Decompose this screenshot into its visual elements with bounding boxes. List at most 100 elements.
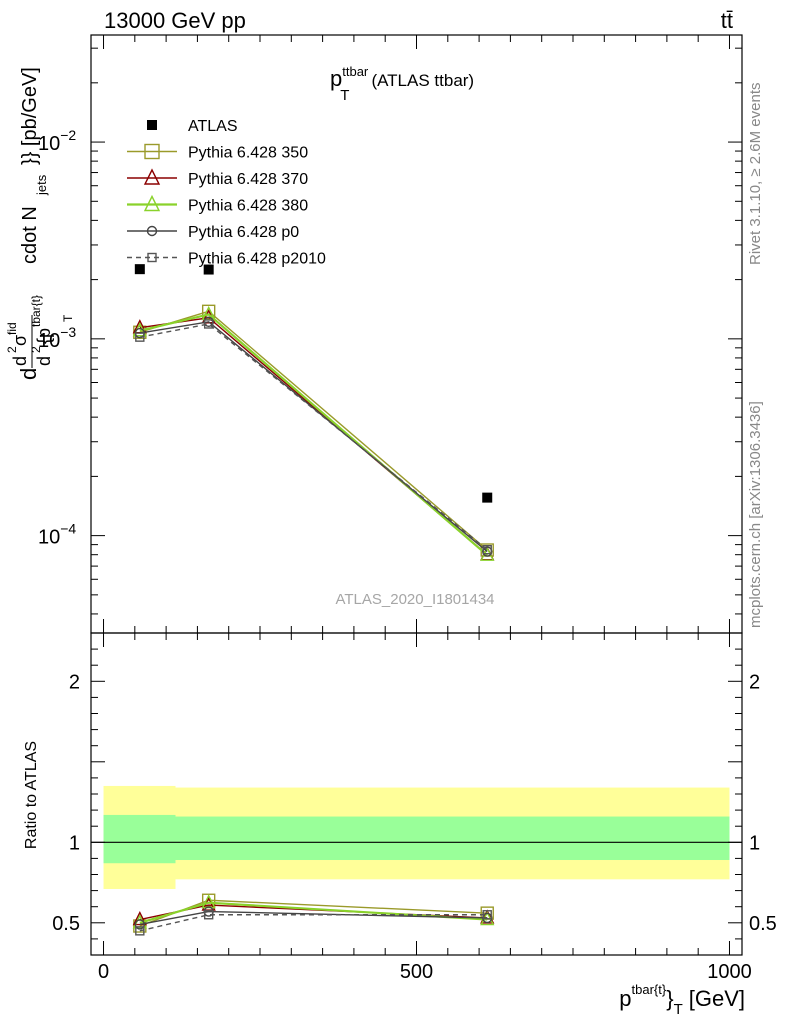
mcplots-label: mcplots.cern.ch [arXiv:1306.3436]: [747, 401, 764, 628]
legend-label: Pythia 6.428 p2010: [188, 251, 326, 268]
rivet-label: Rivet 3.1.10, ≥ 2.6M events: [747, 83, 764, 266]
ylabel-num: d: [10, 356, 30, 366]
ratio-series-4: [135, 910, 492, 936]
analysis-watermark: ATLAS_2020_I1801434: [335, 591, 494, 608]
ylabel-sigma: σ: [10, 335, 30, 346]
data-point: [132, 914, 147, 929]
ratio-bands: [103, 785, 730, 889]
legend-entry-5: Pythia 6.428 p2010: [127, 251, 326, 268]
main-panel: pttbar T (ATLAS ttbar) d d 2 σ fid d 2 {p …: [5, 34, 743, 634]
main-title: pttbar T (ATLAS ttbar): [330, 64, 474, 104]
series-line: [139, 910, 488, 926]
ratio-y-tick-label-right: 0.5: [749, 913, 777, 935]
data-point: [146, 225, 158, 237]
xlabel-p: p: [619, 986, 631, 1011]
process-label: tt̄: [721, 8, 733, 33]
title-p: p: [330, 66, 342, 91]
series-line: [139, 901, 488, 924]
xlabel-unit: [GeV]: [689, 986, 745, 1011]
legend-entry-0: ATLAS: [147, 118, 238, 135]
title-sub: T: [340, 87, 349, 104]
x-tick-labels: 0 500 1000: [98, 961, 752, 983]
legend-label: ATLAS: [188, 118, 238, 135]
series-line: [139, 899, 488, 927]
ylabel-brace-p: {p: [34, 328, 54, 344]
ratio-panel: 0.5 0.5 1 1 2 2 0 500 1000 Ratio to ATLAS ptbar…: [23, 632, 777, 1018]
ratio-y-tick-labels: 0.5 0.5 1 1 2 2: [52, 671, 777, 935]
legend-entry-1: Pythia 6.428 350: [127, 143, 308, 162]
data-point: [132, 911, 147, 926]
xlabel-sub: T: [674, 1001, 683, 1018]
xlabel-brace: }: [666, 986, 673, 1011]
legend-label: Pythia 6.428 350: [188, 145, 308, 162]
series-line: [139, 914, 488, 932]
main-y-tick-label: 10−3: [38, 324, 76, 352]
ylabel-rest2: }} [pb/GeV]: [19, 67, 41, 165]
series-line: [139, 313, 488, 557]
ratio-series-2: [132, 894, 495, 929]
data-point: [143, 194, 161, 212]
data-point: [147, 252, 157, 263]
collision-label: 13000 GeV pp: [104, 8, 246, 33]
data-point: [203, 264, 214, 275]
data-point: [135, 926, 145, 936]
uncertainty-band-green: [103, 814, 176, 864]
series-line: [139, 310, 488, 551]
main-y-tick-labels: 10−4 10−3 10−2: [38, 127, 76, 549]
legend-entry-4: Pythia 6.428 p0: [127, 224, 299, 241]
ratio-y-tick-label-right: 1: [749, 832, 760, 854]
ratio-ylabel: Ratio to ATLAS: [23, 741, 40, 849]
legend-label: Pythia 6.428 p0: [188, 224, 299, 241]
main-ylabel: d d 2 σ fid d 2 {p tbar{t} T cdot N jets…: [5, 67, 75, 380]
legend-label: Pythia 6.428 380: [188, 198, 308, 215]
data-point: [135, 332, 145, 342]
data-point: [147, 120, 157, 130]
series-line: [139, 321, 488, 553]
xlabel-sup: tbar{t}: [632, 982, 667, 997]
series-line: [139, 323, 488, 551]
series-line: [139, 317, 488, 556]
ylabel-d: d: [16, 368, 41, 380]
ylabel-p-sub: T: [61, 314, 75, 322]
legend-entry-2: Pythia 6.428 370: [127, 168, 308, 188]
main-y-tick-label: 10−4: [38, 521, 76, 549]
main-y-tick-label: 10−2: [38, 127, 76, 155]
ratio-y-tick-label: 0.5: [52, 913, 80, 935]
main-series: [132, 264, 495, 561]
main-series-4: [134, 316, 493, 557]
ratio-series-0: [133, 893, 494, 933]
title-sup: ttbar: [342, 64, 369, 79]
ratio-y-tick-label: 2: [69, 671, 80, 693]
legend: ATLAS Pythia 6.428 350 Pythia 6.428 370 Pyt…: [127, 118, 326, 268]
data-point: [482, 545, 492, 555]
main-ticks: [91, 35, 742, 633]
ratio-series: [132, 893, 495, 936]
title-rest: (ATLAS ttbar): [371, 71, 474, 90]
ylabel-rest: cdot N: [19, 206, 41, 264]
main-series-5: [135, 319, 492, 555]
data-point: [203, 910, 214, 920]
ylabel-den-sup: 2: [29, 346, 43, 353]
uncertainty-band-green: [175, 816, 730, 861]
ylabel-num-sup: 2: [5, 346, 19, 353]
x-tick-label: 1000: [707, 961, 752, 983]
data-point: [144, 143, 160, 160]
data-point: [482, 910, 492, 920]
main-series-0: [134, 264, 493, 503]
data-point: [134, 264, 145, 275]
main-series-3: [132, 305, 495, 561]
legend-entry-3: Pythia 6.428 380: [127, 194, 308, 215]
ratio-ticks: [91, 632, 742, 956]
data-point: [203, 319, 214, 329]
x-tick-label: 500: [400, 961, 433, 983]
x-axis-label: ptbar{t}}T [GeV]: [619, 982, 745, 1018]
data-point: [134, 919, 146, 930]
data-point: [143, 168, 161, 185]
ratio-y-tick-label-right: 2: [749, 671, 760, 693]
ylabel-sigma-sup: fid: [5, 322, 19, 335]
x-tick-label: 0: [98, 961, 109, 983]
ratio-y-tick-label: 1: [69, 832, 80, 854]
ylabel-p-sup: tbar{t}: [29, 295, 43, 327]
